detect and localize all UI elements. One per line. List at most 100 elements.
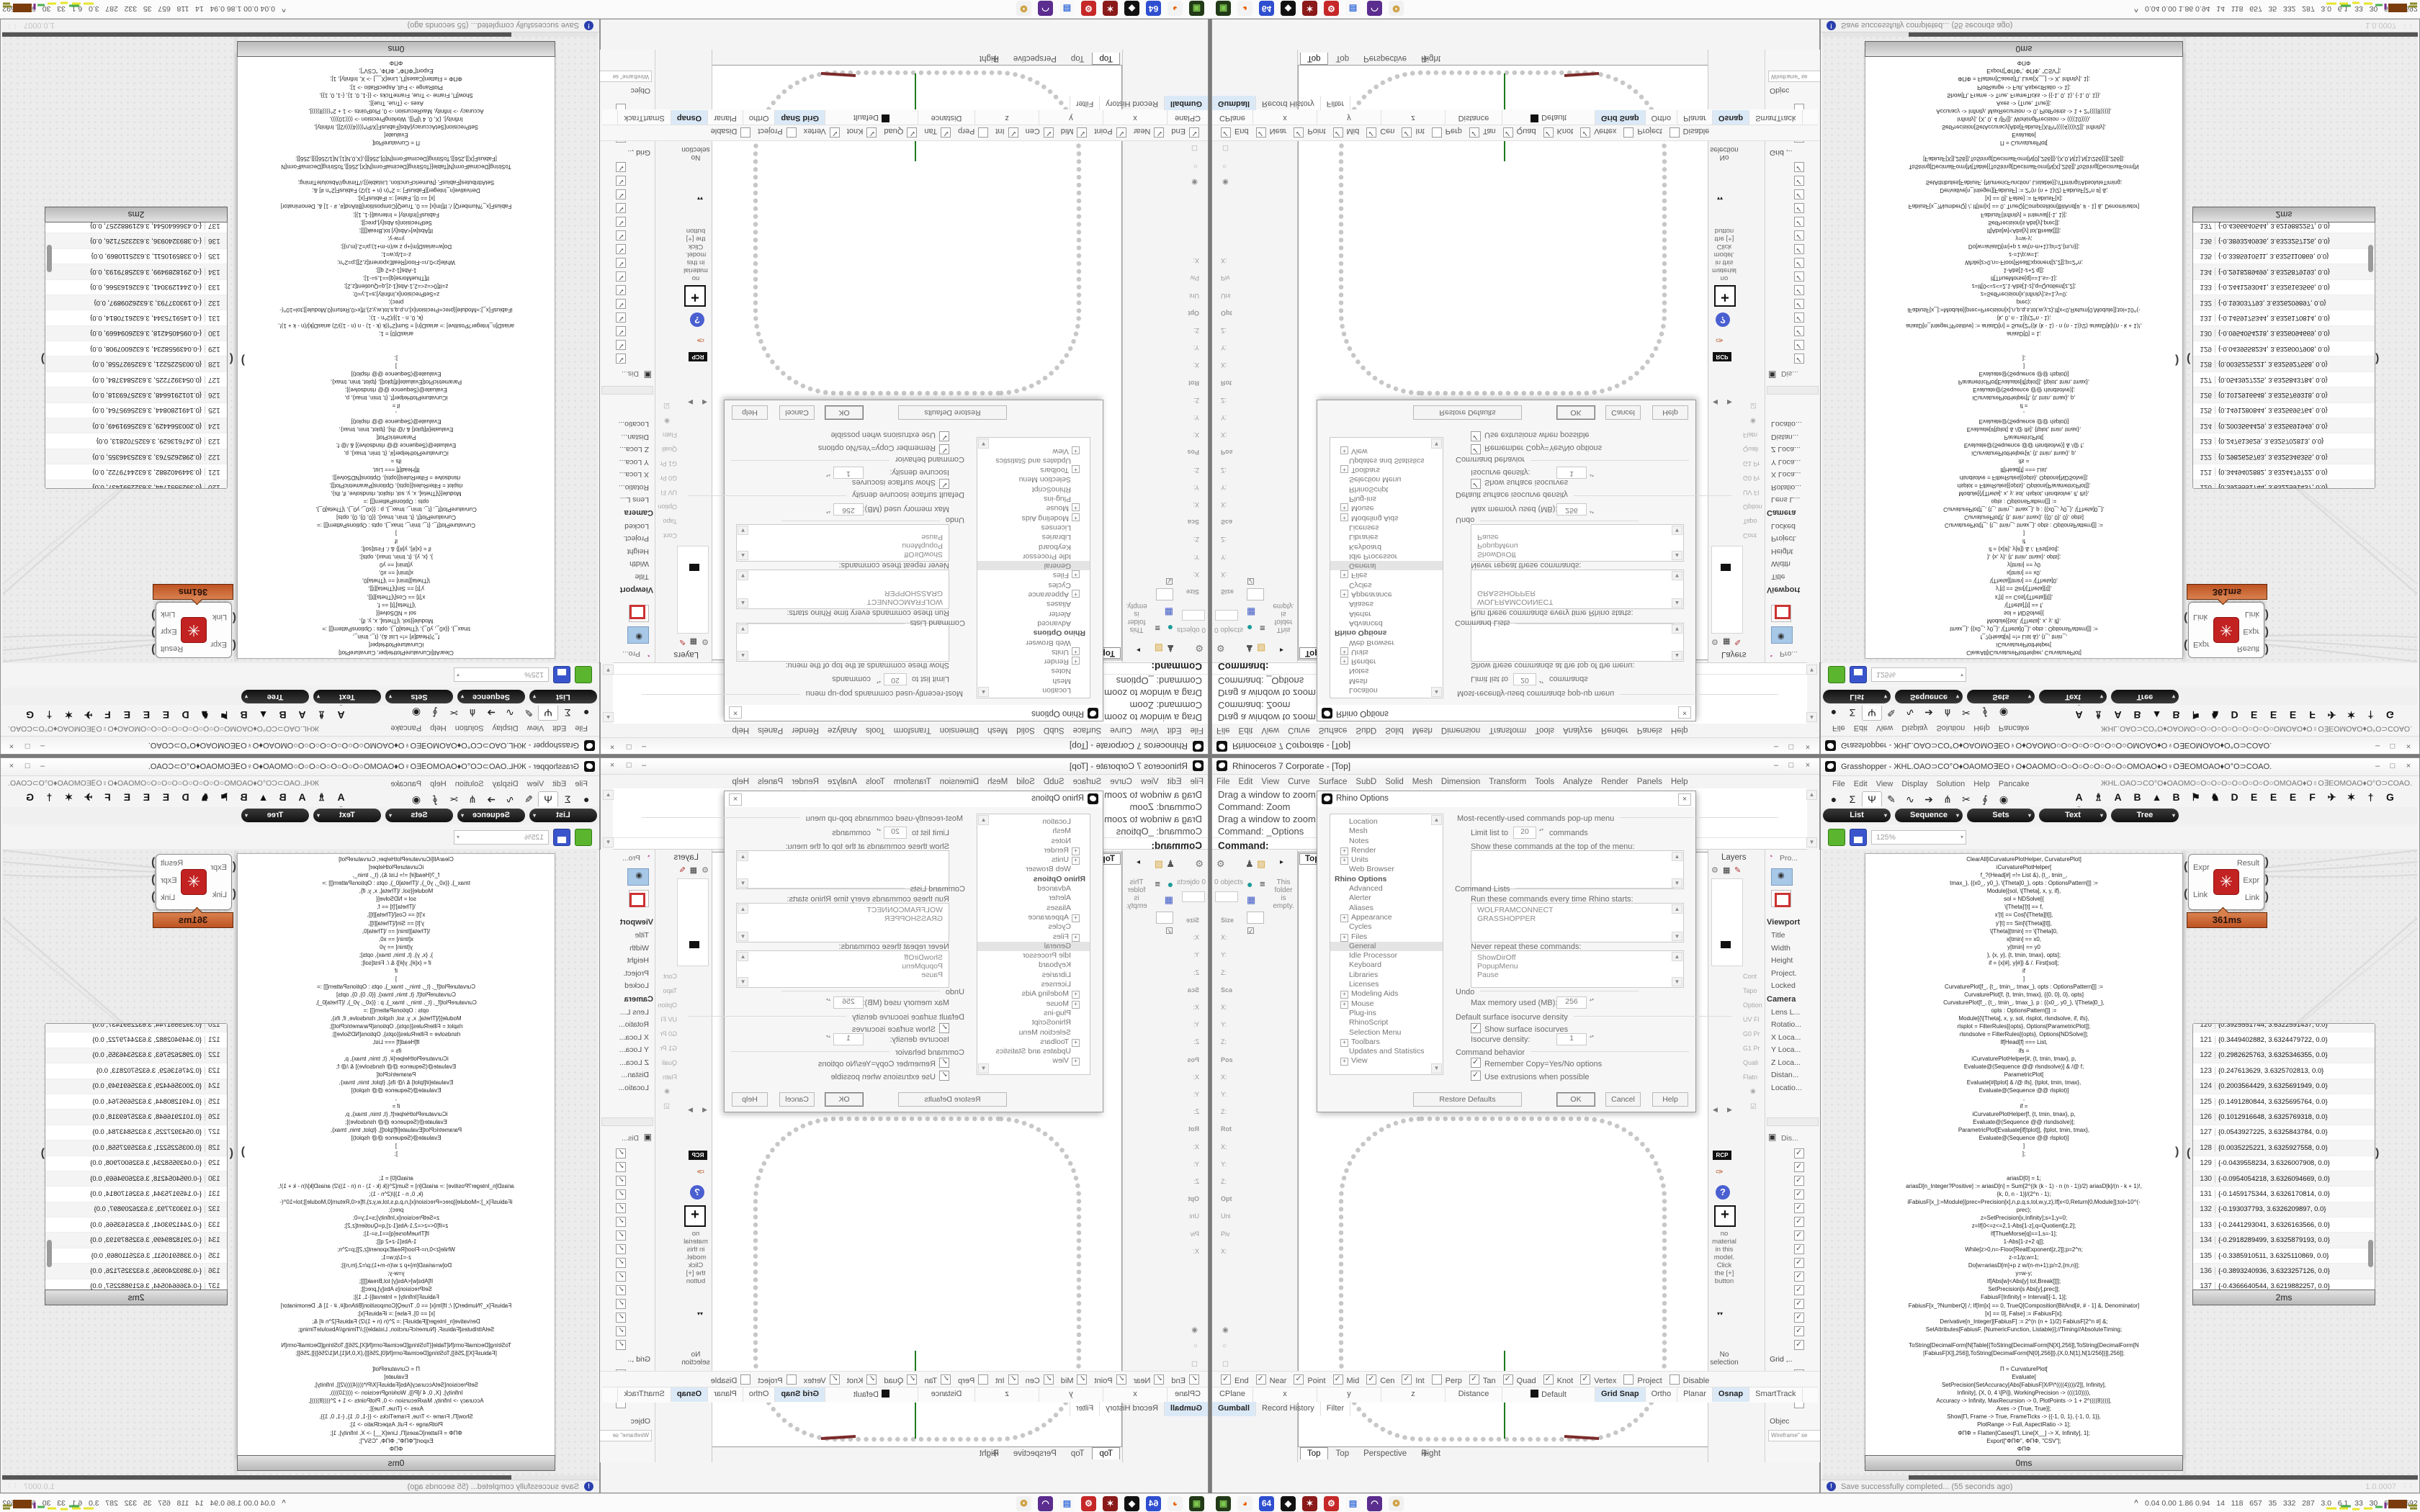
- options-tree-item[interactable]: RhinoScript: [1349, 485, 1389, 494]
- gh-plugin-tab[interactable]: ♗: [317, 709, 326, 721]
- checkbox-icon[interactable]: [1623, 1374, 1634, 1385]
- boxedit-row[interactable]: Z:: [1193, 1108, 1199, 1116]
- options-tree-item[interactable]: Idle Processor: [1022, 951, 1071, 960]
- osnap-toggle[interactable]: Vertex: [804, 127, 840, 138]
- boxedit-row[interactable]: Y:: [1221, 1021, 1227, 1029]
- options-tree-item[interactable]: Libraries: [1349, 970, 1379, 979]
- viewport-prop-row[interactable]: Width: [1771, 943, 1791, 953]
- gh-list-panel[interactable]: 120 {0.3925551744, 3.6322591437, 0.0} 12…: [2192, 1023, 2375, 1291]
- open-file-icon[interactable]: [575, 666, 592, 683]
- options-tree-item[interactable]: Appearance: [977, 590, 1090, 599]
- layer-color-swatch[interactable]: [689, 564, 699, 571]
- maximize-icon[interactable]: □: [2390, 762, 2396, 770]
- status-cell[interactable]: y: [1039, 110, 1103, 125]
- show-isocurves-checkbox[interactable]: [939, 1023, 949, 1033]
- gh-plugin-tab[interactable]: ♞: [200, 791, 210, 803]
- display-check-row[interactable]: [612, 1339, 626, 1353]
- show-isocurves-checkbox[interactable]: [1471, 1022, 1481, 1033]
- status-cell[interactable]: Gumball: [1163, 96, 1208, 110]
- subtab-text[interactable]: Text ▾: [2039, 690, 2107, 703]
- never-command-item[interactable]: Pause: [1477, 971, 1499, 979]
- rhino-options-dialog[interactable]: Rhino Options × LocationMeshNotesRenderU…: [1317, 400, 1696, 721]
- checkbox-icon[interactable]: [1794, 162, 1804, 172]
- checkbox-icon[interactable]: [1794, 1326, 1804, 1336]
- boxedit-row[interactable]: Z:: [1221, 396, 1227, 404]
- gh-menu-item[interactable]: Solution: [1936, 780, 1966, 788]
- component-input-label[interactable]: Link: [2193, 613, 2208, 621]
- strip-option-label[interactable]: Quali: [1743, 1059, 1759, 1066]
- max-memory-input[interactable]: 256: [1556, 996, 1596, 1009]
- boxedit-row[interactable]: Opt: [1188, 1195, 1200, 1203]
- subtab-sequence[interactable]: Sequence ▾: [457, 809, 525, 822]
- save-icon[interactable]: [553, 666, 570, 683]
- options-tree-item[interactable]: Alerter: [1349, 609, 1371, 618]
- rhino-menu-item[interactable]: Render: [792, 726, 820, 734]
- camera-icon[interactable]: ◉: [1771, 626, 1793, 644]
- resize-grip-icon[interactable]: ⋮⋮: [2402, 1482, 2414, 1489]
- checkbox-icon[interactable]: [1669, 127, 1680, 138]
- component-output-label[interactable]: Expr: [2243, 876, 2259, 885]
- display-check-row[interactable]: [612, 228, 626, 241]
- checkbox-icon[interactable]: [1580, 127, 1591, 138]
- viewport-prop-row[interactable]: Locked: [1771, 522, 1796, 531]
- viewport-prop-row[interactable]: Width: [629, 559, 649, 569]
- list-icon[interactable]: ≡: [1260, 623, 1265, 634]
- checkbox-icon[interactable]: [1794, 1148, 1804, 1158]
- list-icon[interactable]: ≡: [1155, 878, 1160, 889]
- filter-input[interactable]: [1182, 891, 1205, 902]
- layers-list[interactable]: [677, 878, 709, 966]
- boxedit-row[interactable]: X:: [1193, 934, 1199, 942]
- help-icon[interactable]: ?: [690, 312, 704, 327]
- help-button[interactable]: Help: [732, 1092, 768, 1107]
- remember-copy-checkbox[interactable]: [939, 1058, 949, 1068]
- gh-plugin-tab[interactable]: ⚑: [2191, 709, 2200, 721]
- component-output-label[interactable]: Link: [161, 610, 176, 618]
- osnap-toggle[interactable]: Disable: [1669, 127, 1709, 138]
- options-tree-item[interactable]: Advanced: [1037, 884, 1071, 894]
- gh-plugin-tab[interactable]: ✶: [64, 791, 73, 803]
- rhino-menu-item[interactable]: Edit: [1167, 778, 1182, 786]
- use-extrusions-checkbox[interactable]: [1471, 431, 1481, 441]
- gh-plugin-tab[interactable]: E: [123, 709, 131, 721]
- wireframe-dropdown[interactable]: Wireframe" se: [599, 71, 652, 82]
- gh-plugin-tab[interactable]: G: [26, 791, 34, 803]
- strip-option-label[interactable]: G0 Pr: [660, 1030, 677, 1038]
- pager-left-icon[interactable]: ◀: [1713, 399, 1718, 406]
- rhino-menu-item[interactable]: SubD: [1355, 778, 1377, 786]
- gh-plugin-tab[interactable]: E: [162, 709, 170, 721]
- gh-plugin-tab[interactable]: ♞: [2210, 791, 2220, 803]
- close-icon[interactable]: ×: [609, 742, 615, 751]
- help-button[interactable]: Help: [732, 405, 768, 420]
- display-panel-icon[interactable]: ▣: [1768, 1132, 1777, 1142]
- input-grip-icon[interactable]: (: [2184, 888, 2188, 900]
- component-output-label[interactable]: Link: [2244, 610, 2259, 618]
- red-curve-segment[interactable]: [820, 72, 856, 77]
- swatch-box[interactable]: [1247, 588, 1264, 600]
- display-check-row[interactable]: [612, 337, 626, 351]
- output-grip-icon[interactable]: ): [151, 609, 156, 621]
- checkbox-icon[interactable]: [1623, 127, 1634, 138]
- options-tree-item[interactable]: Notes: [1051, 667, 1071, 676]
- status-cell[interactable]: Osnap: [1712, 110, 1750, 125]
- gh-category-tab-icon[interactable]: Σ: [564, 793, 571, 805]
- strip-option-label[interactable]: Option: [1743, 503, 1762, 510]
- option-box-icon[interactable]: ☐: [1222, 143, 1229, 151]
- viewport-tab[interactable]: Top: [1070, 1449, 1085, 1458]
- display-check-row[interactable]: [1794, 159, 1808, 173]
- ok-button[interactable]: OK: [825, 405, 864, 420]
- component-output-label[interactable]: Expr: [2243, 627, 2259, 636]
- boxedit-row[interactable]: X:: [1221, 570, 1227, 578]
- status-cell[interactable]: Distance: [918, 110, 974, 125]
- display-check-row[interactable]: [1794, 255, 1808, 269]
- gh-category-tab-icon[interactable]: ✂: [1962, 707, 1971, 719]
- checkbox-icon[interactable]: [1402, 127, 1412, 138]
- gh-menu-item[interactable]: Help: [1973, 780, 1990, 788]
- checkbox-icon[interactable]: [616, 1230, 626, 1241]
- checkbox-icon[interactable]: [1794, 312, 1804, 323]
- tree-scroll-down-icon[interactable]: ▼: [1431, 438, 1442, 449]
- gh-menu-item[interactable]: Pancake: [1998, 780, 2030, 788]
- rhino-titlebar[interactable]: Rhinoceros 7 Corporate - [Top] – □ ×: [601, 737, 1208, 754]
- taskbar-app-icon[interactable]: ✶: [1103, 1, 1118, 16]
- camera-prop-row[interactable]: Rotatio...: [618, 483, 649, 492]
- viewport-tab[interactable]: Perspective: [1013, 54, 1057, 63]
